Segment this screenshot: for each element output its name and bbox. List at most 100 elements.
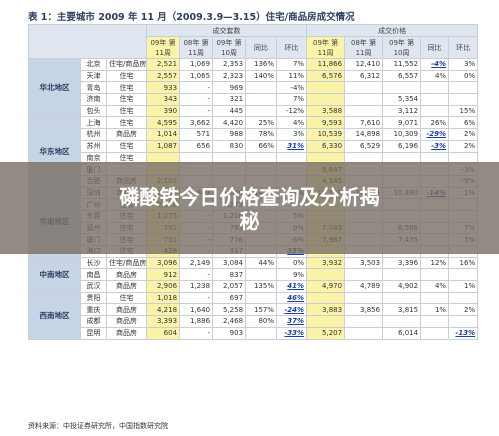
value-a: 1,087 — [156, 142, 178, 151]
value-e: 11% — [288, 72, 305, 81]
type-cell: 住宅 — [105, 69, 148, 83]
table-cell — [420, 326, 450, 340]
header-price-0811: 08年 第11周 — [344, 36, 384, 59]
value-e: -4% — [290, 83, 305, 92]
value-g: 6,529 — [360, 142, 381, 151]
value-c: 830 — [229, 142, 244, 151]
value-f: 6,576 — [322, 72, 343, 81]
value-d: 157% — [254, 305, 275, 314]
table-cell: 6,529 — [344, 139, 384, 153]
banner-line-1: 磷酸铁今日价格查询及分析揭 — [119, 185, 380, 209]
table-cell: 604 — [146, 326, 181, 340]
value-j: 2% — [463, 305, 476, 314]
table-cell: 0% — [448, 69, 479, 83]
value-a: 343 — [163, 95, 178, 104]
table-cell: 2,521 — [146, 58, 181, 71]
value-f: 3,588 — [322, 107, 343, 116]
value-h: 3,815 — [398, 305, 419, 314]
table-cell: 2% — [448, 303, 479, 317]
value-d: 140% — [254, 72, 275, 81]
table-cell: - — [179, 326, 214, 340]
table-cell: 135% — [245, 280, 278, 293]
table-cell: 2% — [448, 139, 479, 153]
type-cell: 商品房 — [105, 315, 148, 328]
city-cell: 重庆 — [80, 303, 107, 317]
value-c: 321 — [229, 95, 244, 104]
table-cell: 26% — [420, 116, 450, 130]
table-cell — [382, 315, 422, 328]
header-col-0811: 08年 第11周 — [179, 36, 214, 59]
value-h: 3,396 — [398, 259, 419, 268]
table-cell: 4,970 — [306, 280, 346, 293]
table-cell: 80% — [245, 315, 278, 328]
table-cell: -4% — [420, 58, 450, 71]
value-e: 7% — [292, 60, 305, 69]
table-cell — [245, 268, 278, 282]
table-cell — [344, 81, 384, 95]
table-cell: 46% — [276, 291, 308, 305]
table-cell: 3% — [448, 58, 479, 71]
table-cell: -3% — [420, 139, 450, 153]
value-c: 988 — [229, 130, 244, 139]
value-c: 697 — [229, 294, 244, 303]
source-note: 资料来源：中投证券研究所，中国指数研究院 — [28, 422, 168, 430]
type-cell: 住宅 — [105, 93, 148, 106]
table-cell: 78% — [245, 128, 278, 141]
table-cell — [448, 315, 479, 328]
value-e: -24% — [284, 305, 305, 314]
table-cell: 1,069 — [179, 58, 214, 71]
value-c: 2,468 — [222, 317, 244, 326]
table-cell — [245, 326, 278, 340]
table-cell: 1,018 — [146, 291, 181, 305]
table-cell: 4,789 — [344, 280, 384, 293]
table-cell — [306, 268, 346, 282]
value-j: 1% — [463, 282, 476, 291]
value-c: 5,258 — [222, 305, 244, 314]
value-i: -29% — [426, 130, 447, 139]
value-h: 6,196 — [398, 142, 419, 151]
table-row: 济南 住宅 343 - 321 7% 5,354 — [29, 93, 479, 106]
header-col-0911: 09年 第11周 — [146, 36, 181, 59]
value-a: 390 — [163, 107, 178, 116]
value-a: 4,218 — [156, 305, 178, 314]
value-e: 37% — [287, 317, 305, 326]
value-i: -4% — [431, 60, 447, 69]
table-cell: - — [179, 268, 214, 282]
header-price-mom: 环比 — [448, 36, 479, 59]
value-d: 44% — [258, 259, 275, 268]
table-cell: 10,539 — [306, 128, 346, 141]
city-cell: 包头 — [80, 104, 107, 118]
table-cell: 9,071 — [382, 116, 422, 130]
value-h: 4,902 — [398, 282, 419, 291]
table-cell: 9% — [276, 268, 308, 282]
value-d: 80% — [258, 317, 275, 326]
table-cell: 7% — [276, 58, 308, 71]
table-cell: 4% — [276, 116, 308, 130]
table-cell: 3,932 — [306, 256, 346, 270]
table-cell: - — [179, 93, 214, 106]
table-cell: -4% — [276, 81, 308, 95]
value-g: 4,789 — [360, 282, 381, 291]
value-b: 1,640 — [189, 305, 211, 314]
table-cell: 4,595 — [146, 116, 181, 130]
table-cell: 7,610 — [344, 116, 384, 130]
value-f: 4,970 — [322, 282, 343, 291]
table-cell: 3,084 — [212, 256, 247, 270]
value-c: 2,323 — [222, 72, 244, 81]
value-d: 135% — [254, 282, 275, 291]
table-cell — [245, 93, 278, 106]
value-b: - — [207, 83, 211, 92]
table-row: 重庆 商品房 4,218 1,640 5,258 157% -24% 3,883 3,856 3,… — [29, 303, 479, 317]
table-row: 昆明 商品房 604 - 903 -33% 5,207 6,014 -13% — [29, 326, 479, 340]
value-c: 3,084 — [222, 259, 244, 268]
banner-headline[interactable]: 磷酸铁今日价格查询及分析揭 秘 — [0, 185, 499, 233]
value-g: 3,503 — [360, 259, 381, 268]
value-a: 2,557 — [156, 72, 178, 81]
table-cell — [448, 268, 479, 282]
value-a: 933 — [163, 83, 178, 92]
table-cell — [382, 268, 422, 282]
type-cell: 商品房 — [105, 128, 148, 141]
table-cell: 5,258 — [212, 303, 247, 317]
table-cell: 933 — [146, 81, 181, 95]
value-h: 6,014 — [398, 329, 419, 338]
